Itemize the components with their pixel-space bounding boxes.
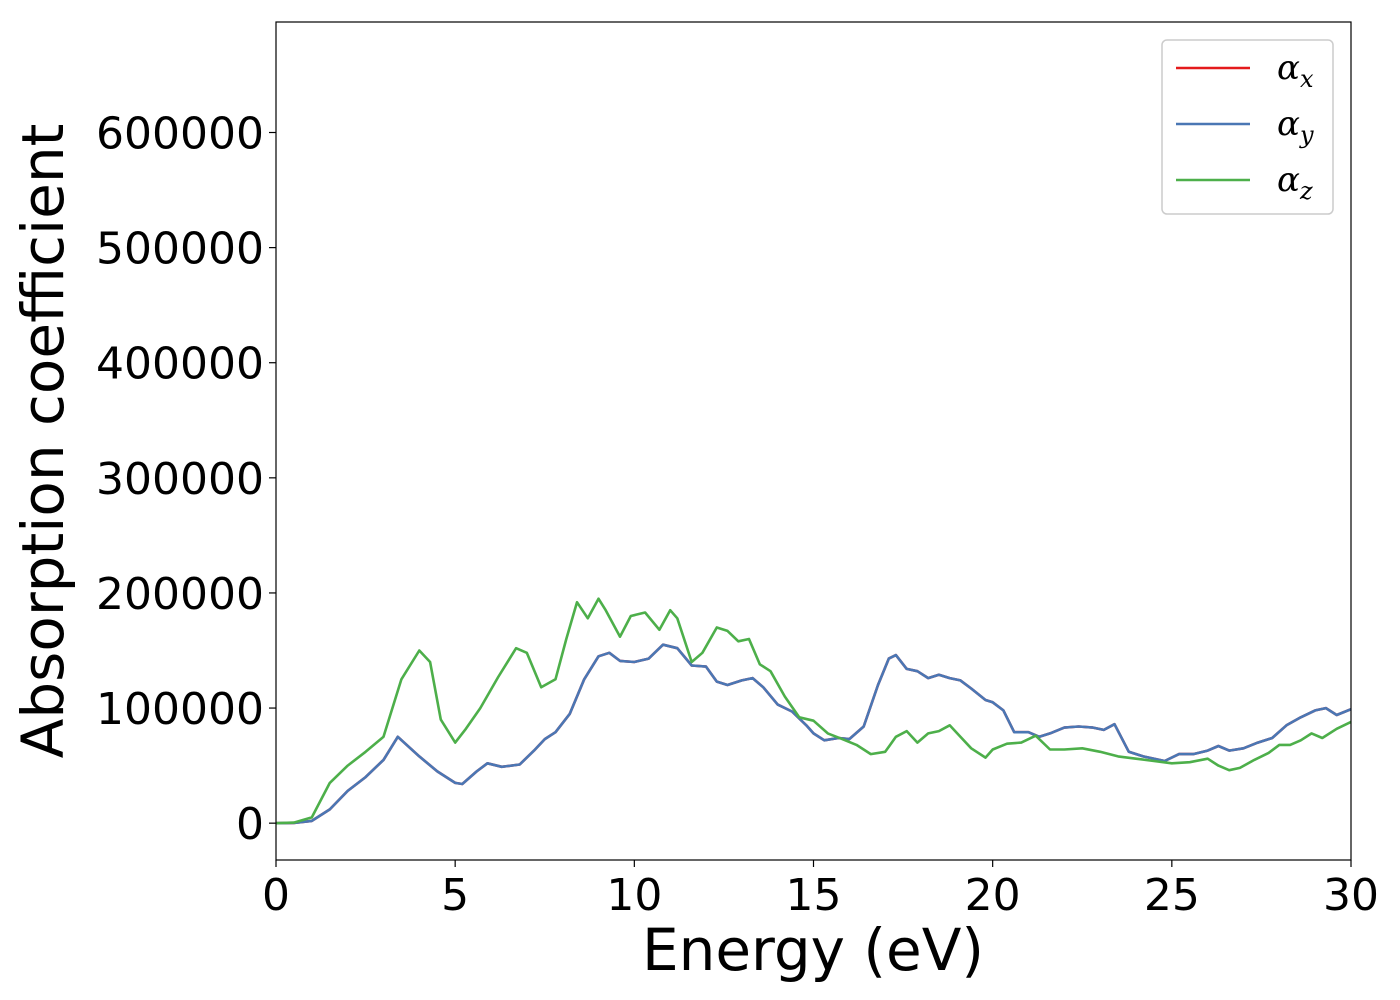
x-tick-label: 0	[262, 870, 290, 921]
x-tick-label: 5	[441, 870, 469, 921]
y-tick-label: 400000	[96, 339, 264, 390]
legend-label-z: αz	[1277, 160, 1313, 205]
x-tick-label: 30	[1323, 870, 1379, 921]
series-layer	[276, 597, 1351, 825]
y-axis-title: Absorption coefficient	[9, 124, 77, 759]
y-tick-label: 300000	[96, 454, 264, 505]
y-tick-label: 0	[236, 799, 264, 850]
x-tick-label: 20	[965, 870, 1021, 921]
x-axis: 0 5 10 15 20 25 30	[262, 860, 1379, 921]
legend: αx αy αz	[1161, 39, 1334, 215]
x-tick-label: 25	[1144, 870, 1200, 921]
y-tick-label: 200000	[96, 569, 264, 620]
x-axis-title: Energy (eV)	[642, 916, 984, 984]
series-line-z	[276, 597, 1351, 825]
series-line-y	[276, 643, 1351, 825]
x-tick-label: 15	[786, 870, 842, 921]
legend-label-y: αy	[1277, 104, 1314, 149]
y-tick-label: 500000	[96, 224, 264, 275]
y-tick-label: 100000	[96, 684, 264, 735]
x-tick-label: 10	[606, 870, 662, 921]
legend-label-x: αx	[1277, 48, 1314, 93]
legend-box	[1161, 39, 1334, 215]
y-axis: 0 100000 200000 300000 400000 500000 600000	[96, 109, 276, 850]
y-tick-label: 600000	[96, 109, 264, 160]
